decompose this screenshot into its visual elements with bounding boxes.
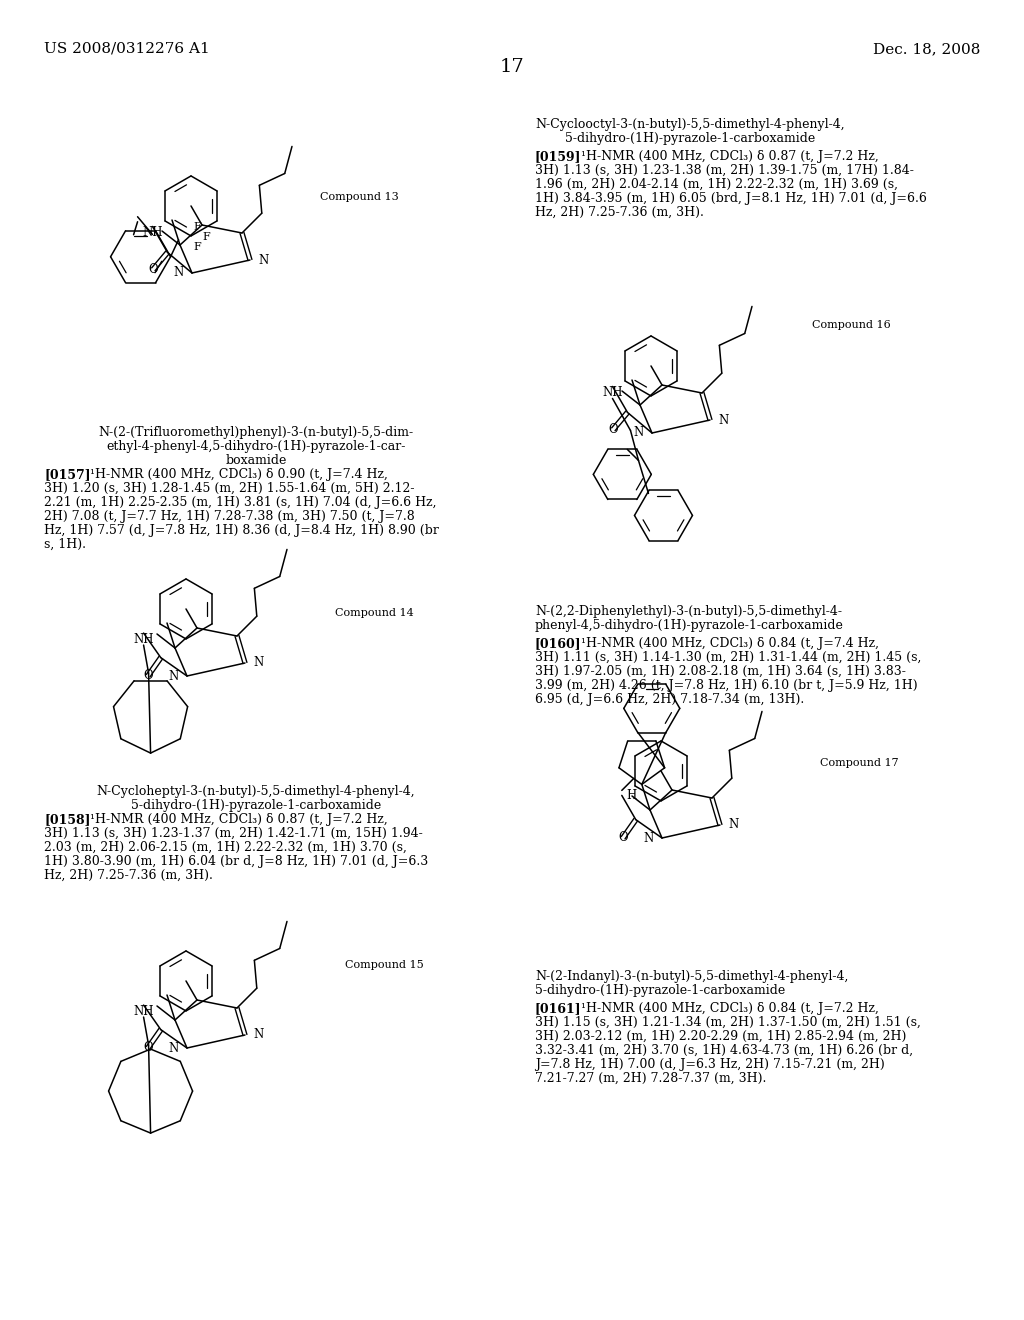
Text: NH: NH (133, 1005, 154, 1018)
Text: 3.32-3.41 (m, 2H) 3.70 (s, 1H) 4.63-4.73 (m, 1H) 6.26 (br d,: 3.32-3.41 (m, 2H) 3.70 (s, 1H) 4.63-4.73… (535, 1044, 913, 1057)
Text: 3H) 1.97-2.05 (m, 1H) 2.08-2.18 (m, 1H) 3.64 (s, 1H) 3.83-: 3H) 1.97-2.05 (m, 1H) 2.08-2.18 (m, 1H) … (535, 665, 906, 678)
Text: 2.03 (m, 2H) 2.06-2.15 (m, 1H) 2.22-2.32 (m, 1H) 3.70 (s,: 2.03 (m, 2H) 2.06-2.15 (m, 1H) 2.22-2.32… (44, 841, 407, 854)
Text: NH: NH (142, 227, 163, 239)
Text: 2H) 7.08 (t, J=7.7 Hz, 1H) 7.28-7.38 (m, 3H) 7.50 (t, J=7.8: 2H) 7.08 (t, J=7.7 Hz, 1H) 7.28-7.38 (m,… (44, 510, 415, 523)
Text: ethyl-4-phenyl-4,5-dihydro-(1H)-pyrazole-1-car-: ethyl-4-phenyl-4,5-dihydro-(1H)-pyrazole… (106, 440, 406, 453)
Text: ¹H-NMR (400 MHz, CDCl₃) δ 0.87 (t, J=7.2 Hz,: ¹H-NMR (400 MHz, CDCl₃) δ 0.87 (t, J=7.2… (78, 813, 388, 826)
Text: [0160]: [0160] (535, 638, 582, 649)
Text: F: F (194, 222, 202, 232)
Text: N: N (644, 832, 654, 845)
Text: Compound 14: Compound 14 (335, 609, 414, 618)
Text: 1.96 (m, 2H) 2.04-2.14 (m, 1H) 2.22-2.32 (m, 1H) 3.69 (s,: 1.96 (m, 2H) 2.04-2.14 (m, 1H) 2.22-2.32… (535, 178, 898, 191)
Text: 3H) 1.15 (s, 3H) 1.21-1.34 (m, 2H) 1.37-1.50 (m, 2H) 1.51 (s,: 3H) 1.15 (s, 3H) 1.21-1.34 (m, 2H) 1.37-… (535, 1016, 921, 1030)
Text: s, 1H).: s, 1H). (44, 539, 86, 550)
Text: 5-dihydro-(1H)-pyrazole-1-carboxamide: 5-dihydro-(1H)-pyrazole-1-carboxamide (535, 983, 785, 997)
Text: N: N (718, 413, 728, 426)
Text: Hz, 2H) 7.25-7.36 (m, 3H).: Hz, 2H) 7.25-7.36 (m, 3H). (535, 206, 703, 219)
Text: 3H) 2.03-2.12 (m, 1H) 2.20-2.29 (m, 1H) 2.85-2.94 (m, 2H): 3H) 2.03-2.12 (m, 1H) 2.20-2.29 (m, 1H) … (535, 1030, 906, 1043)
Text: N: N (258, 253, 268, 267)
Text: 6.95 (d, J=6.6 Hz, 2H) 7.18-7.34 (m, 13H).: 6.95 (d, J=6.6 Hz, 2H) 7.18-7.34 (m, 13H… (535, 693, 804, 706)
Text: N: N (728, 818, 738, 832)
Text: Compound 15: Compound 15 (345, 960, 424, 970)
Text: 5-dihydro-(1H)-pyrazole-1-carboxamide: 5-dihydro-(1H)-pyrazole-1-carboxamide (565, 132, 815, 145)
Text: H: H (627, 789, 637, 801)
Text: N-(2-Indanyl)-3-(n-butyl)-5,5-dimethyl-4-phenyl-4,: N-(2-Indanyl)-3-(n-butyl)-5,5-dimethyl-4… (535, 970, 848, 983)
Text: boxamide: boxamide (225, 454, 287, 467)
Text: N: N (169, 1041, 179, 1055)
Text: N: N (253, 656, 263, 669)
Text: phenyl-4,5-dihydro-(1H)-pyrazole-1-carboxamide: phenyl-4,5-dihydro-(1H)-pyrazole-1-carbo… (535, 619, 844, 632)
Text: [0161]: [0161] (535, 1002, 582, 1015)
Text: O: O (618, 832, 628, 845)
Text: O: O (148, 263, 158, 276)
Text: ¹H-NMR (400 MHz, CDCl₃) δ 0.87 (t, J=7.2 Hz,: ¹H-NMR (400 MHz, CDCl₃) δ 0.87 (t, J=7.2… (569, 150, 879, 162)
Text: 7.21-7.27 (m, 2H) 7.28-7.37 (m, 3H).: 7.21-7.27 (m, 2H) 7.28-7.37 (m, 3H). (535, 1072, 766, 1085)
Text: ¹H-NMR (400 MHz, CDCl₃) δ 0.84 (t, J=7.2 Hz,: ¹H-NMR (400 MHz, CDCl₃) δ 0.84 (t, J=7.2… (569, 1002, 879, 1015)
Text: N: N (253, 1028, 263, 1041)
Text: US 2008/0312276 A1: US 2008/0312276 A1 (44, 42, 210, 55)
Text: [0159]: [0159] (535, 150, 582, 162)
Text: Compound 16: Compound 16 (812, 319, 891, 330)
Text: O: O (143, 1041, 153, 1055)
Text: F: F (194, 242, 202, 252)
Text: N: N (174, 267, 184, 280)
Text: F: F (203, 232, 210, 242)
Text: 3H) 1.13 (s, 3H) 1.23-1.37 (m, 2H) 1.42-1.71 (m, 15H) 1.94-: 3H) 1.13 (s, 3H) 1.23-1.37 (m, 2H) 1.42-… (44, 828, 423, 840)
Text: J=7.8 Hz, 1H) 7.00 (d, J=6.3 Hz, 2H) 7.15-7.21 (m, 2H): J=7.8 Hz, 1H) 7.00 (d, J=6.3 Hz, 2H) 7.1… (535, 1059, 885, 1071)
Text: Compound 17: Compound 17 (820, 758, 899, 768)
Text: ¹H-NMR (400 MHz, CDCl₃) δ 0.90 (t, J=7.4 Hz,: ¹H-NMR (400 MHz, CDCl₃) δ 0.90 (t, J=7.4… (78, 469, 388, 480)
Text: 17: 17 (500, 58, 524, 77)
Text: O: O (608, 422, 618, 436)
Text: Hz, 1H) 7.57 (d, J=7.8 Hz, 1H) 8.36 (d, J=8.4 Hz, 1H) 8.90 (br: Hz, 1H) 7.57 (d, J=7.8 Hz, 1H) 8.36 (d, … (44, 524, 439, 537)
Text: 3.99 (m, 2H) 4.26 (t, J=7.8 Hz, 1H) 6.10 (br t, J=5.9 Hz, 1H): 3.99 (m, 2H) 4.26 (t, J=7.8 Hz, 1H) 6.10… (535, 678, 918, 692)
Text: NH: NH (133, 634, 154, 645)
Text: Compound 13: Compound 13 (319, 191, 398, 202)
Text: 2.21 (m, 1H) 2.25-2.35 (m, 1H) 3.81 (s, 1H) 7.04 (d, J=6.6 Hz,: 2.21 (m, 1H) 2.25-2.35 (m, 1H) 3.81 (s, … (44, 496, 436, 510)
Text: N-(2-(Trifluoromethyl)phenyl)-3-(n-butyl)-5,5-dim-: N-(2-(Trifluoromethyl)phenyl)-3-(n-butyl… (98, 426, 414, 440)
Text: O: O (143, 669, 153, 682)
Text: [0158]: [0158] (44, 813, 90, 826)
Text: N-Cycloheptyl-3-(n-butyl)-5,5-dimethyl-4-phenyl-4,: N-Cycloheptyl-3-(n-butyl)-5,5-dimethyl-4… (96, 785, 416, 799)
Text: NH: NH (602, 387, 623, 400)
Text: ¹H-NMR (400 MHz, CDCl₃) δ 0.84 (t, J=7.4 Hz,: ¹H-NMR (400 MHz, CDCl₃) δ 0.84 (t, J=7.4… (569, 638, 879, 649)
Text: 3H) 1.13 (s, 3H) 1.23-1.38 (m, 2H) 1.39-1.75 (m, 17H) 1.84-: 3H) 1.13 (s, 3H) 1.23-1.38 (m, 2H) 1.39-… (535, 164, 913, 177)
Text: Dec. 18, 2008: Dec. 18, 2008 (872, 42, 980, 55)
Text: 5-dihydro-(1H)-pyrazole-1-carboxamide: 5-dihydro-(1H)-pyrazole-1-carboxamide (131, 799, 381, 812)
Text: Hz, 2H) 7.25-7.36 (m, 3H).: Hz, 2H) 7.25-7.36 (m, 3H). (44, 869, 213, 882)
Text: 3H) 1.11 (s, 3H) 1.14-1.30 (m, 2H) 1.31-1.44 (m, 2H) 1.45 (s,: 3H) 1.11 (s, 3H) 1.14-1.30 (m, 2H) 1.31-… (535, 651, 922, 664)
Text: [0157]: [0157] (44, 469, 91, 480)
Text: 3H) 1.20 (s, 3H) 1.28-1.45 (m, 2H) 1.55-1.64 (m, 5H) 2.12-: 3H) 1.20 (s, 3H) 1.28-1.45 (m, 2H) 1.55-… (44, 482, 415, 495)
Text: 1H) 3.80-3.90 (m, 1H) 6.04 (br d, J=8 Hz, 1H) 7.01 (d, J=6.3: 1H) 3.80-3.90 (m, 1H) 6.04 (br d, J=8 Hz… (44, 855, 428, 869)
Text: N-Cyclooctyl-3-(n-butyl)-5,5-dimethyl-4-phenyl-4,: N-Cyclooctyl-3-(n-butyl)-5,5-dimethyl-4-… (535, 117, 845, 131)
Text: 1H) 3.84-3.95 (m, 1H) 6.05 (brd, J=8.1 Hz, 1H) 7.01 (d, J=6.6: 1H) 3.84-3.95 (m, 1H) 6.05 (brd, J=8.1 H… (535, 191, 927, 205)
Text: N-(2,2-Diphenylethyl)-3-(n-butyl)-5,5-dimethyl-4-: N-(2,2-Diphenylethyl)-3-(n-butyl)-5,5-di… (535, 605, 842, 618)
Text: N: N (169, 669, 179, 682)
Text: N: N (634, 426, 644, 440)
